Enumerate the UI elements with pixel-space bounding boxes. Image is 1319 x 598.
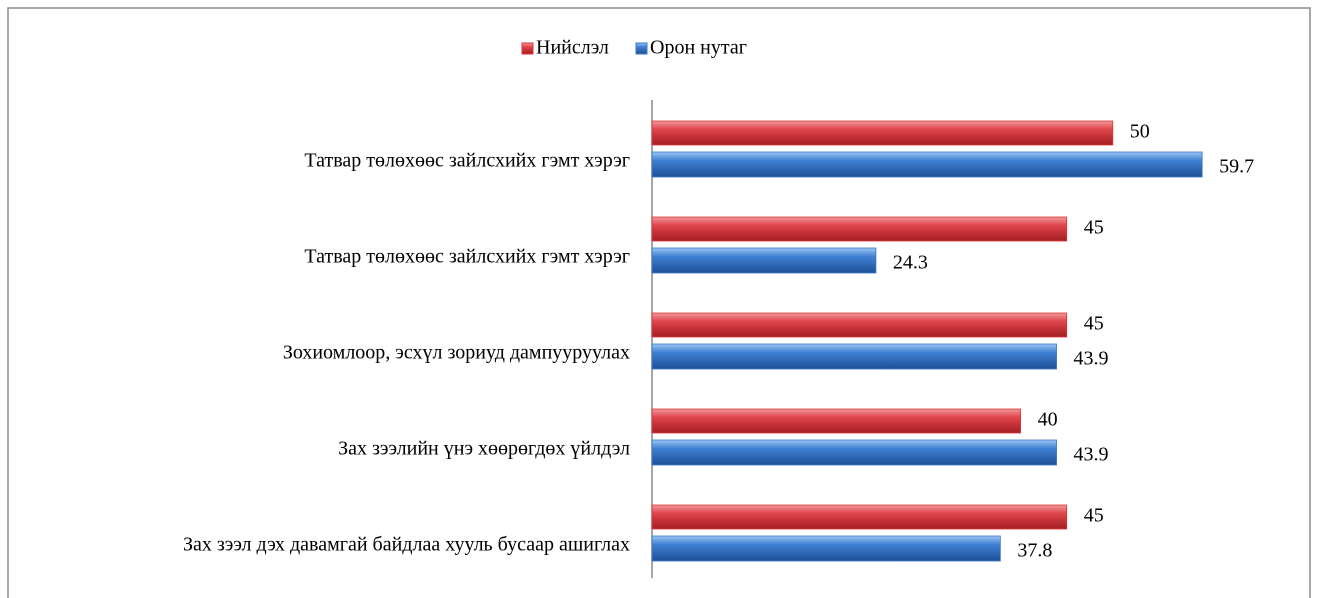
category-label: Татвар төлөхөөс зайлсхийх гэмт хэрэг [304,150,630,172]
bar [651,120,1114,146]
value-label: 43.9 [1074,348,1109,370]
category-label: Зохиомлоор, эсхүл зориуд дампууруулах [283,342,630,364]
category-label: Зах зээлийн үнэ хөөрөгдөх үйлдэл [338,438,630,460]
legend-swatch [635,42,648,55]
value-label: 40 [1038,409,1058,431]
value-label: 45 [1084,505,1104,527]
category-label: Татвар төлөхөөс зайлсхийх гэмт хэрэг [304,246,630,268]
bar [651,247,877,274]
bar [651,312,1068,338]
legend-label: Нийслэл [536,37,609,59]
bar [651,343,1057,370]
bar [651,151,1203,178]
chart-border [7,7,1311,598]
value-label: 37.8 [1017,540,1052,562]
value-label: 45 [1084,313,1104,335]
value-label: 50 [1130,121,1150,143]
bar [651,504,1068,530]
value-label: 24.3 [893,252,928,274]
value-label: 43.9 [1074,444,1109,466]
category-label: Зах зээл дэх давамгай байдлаа хууль буса… [183,534,630,556]
legend-label: Орон нутаг [650,37,747,59]
bar [651,535,1001,562]
value-label: 59.7 [1219,156,1254,178]
value-label: 45 [1084,217,1104,239]
bar [651,439,1057,466]
bar [651,216,1068,242]
bar [651,408,1022,434]
legend-swatch [521,42,534,55]
